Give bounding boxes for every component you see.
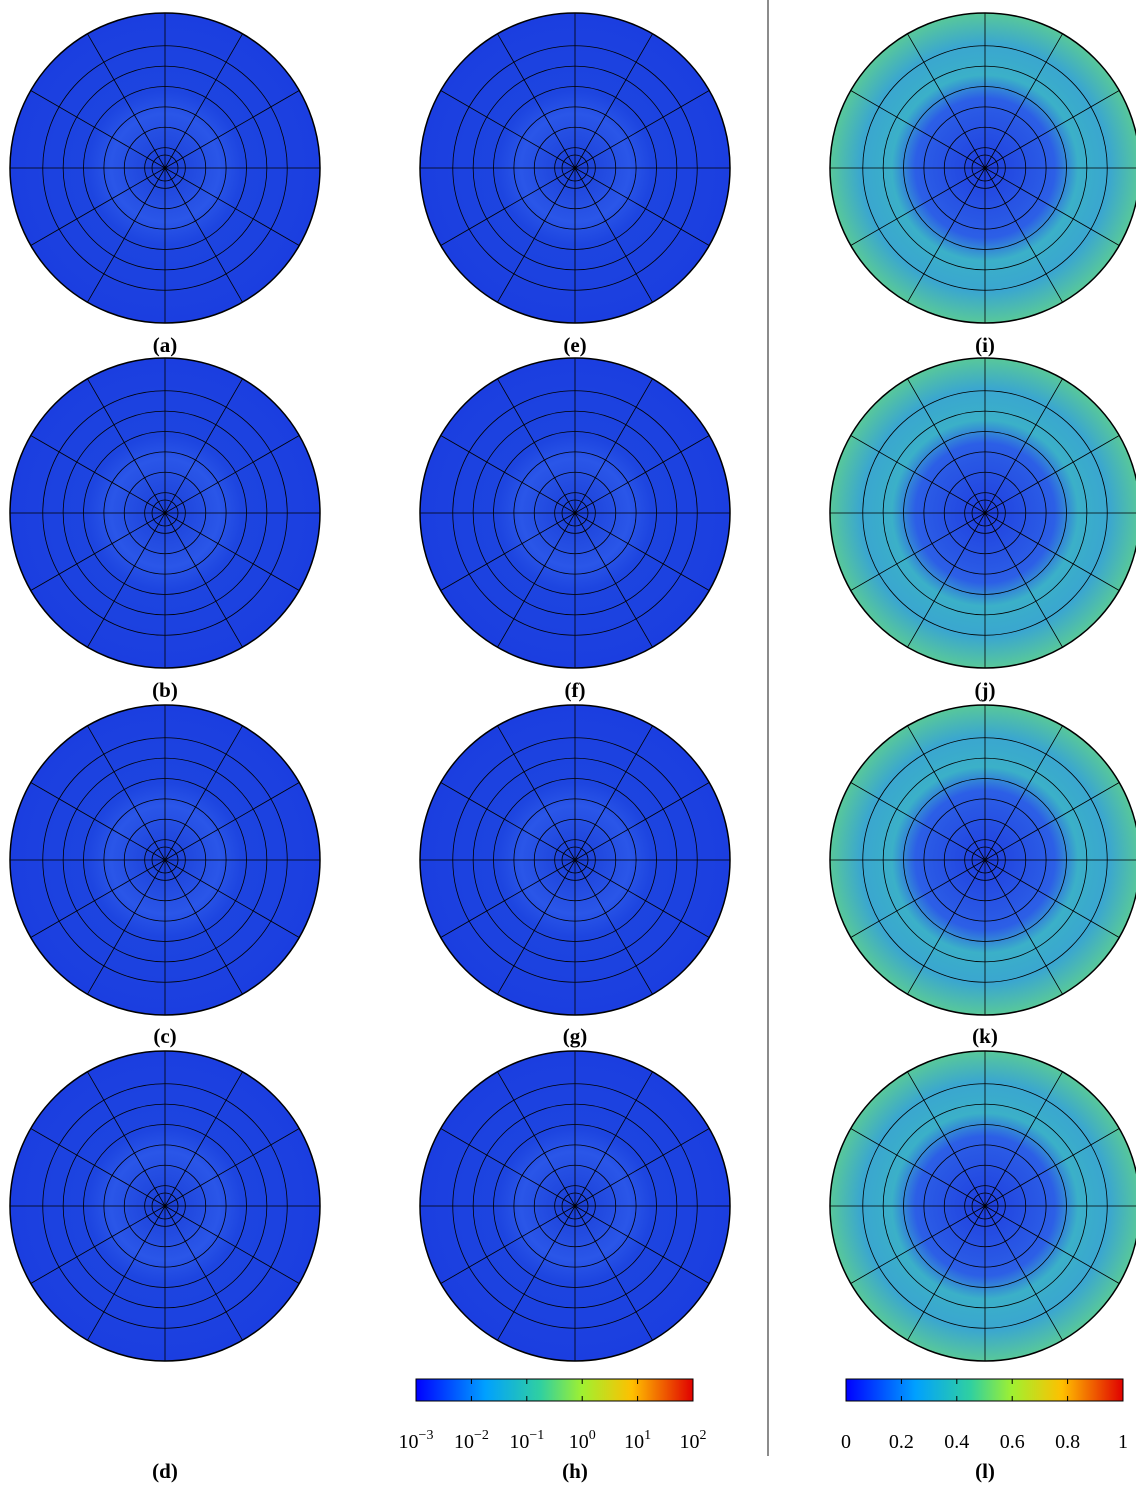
panel-label: (g) [563,1024,588,1048]
colorbar [416,1379,693,1401]
panel-label: (a) [153,333,178,357]
colorbar-tick-label: 1 [1118,1431,1128,1453]
polar-plot [420,13,730,323]
tick-base: 10 [569,1431,589,1453]
panel-label: (f) [565,678,586,702]
tick-base: 10 [680,1431,700,1453]
polar-plot [830,358,1136,668]
panel-label: (e) [563,333,586,357]
polar-plot [10,13,320,323]
tick-base: 10 [399,1431,419,1453]
colorbar-tick-label: 10−1 [509,1428,544,1453]
panel-label: (k) [972,1024,998,1048]
colorbar-tick-label: 100 [569,1428,596,1453]
polar-plot [10,1051,320,1361]
polar-plot [10,705,320,1015]
colorbar-tick-label: 10−2 [454,1428,489,1453]
tick-base: 10 [624,1431,644,1453]
polar-plot [420,705,730,1015]
colorbar-tick-label: 101 [624,1428,651,1453]
colorbar-tick-label: 0.2 [889,1431,914,1453]
panel-label: (b) [152,678,178,702]
polar-plot [420,1051,730,1361]
tick-exponent: −1 [529,1428,544,1443]
figure: (a)(b)(c)(d)(e)(f)(g)(h)(i)(j)(k)(l)10−3… [0,0,1136,1502]
colorbar-tick-label: 0.6 [1000,1431,1025,1453]
tick-exponent: 0 [589,1428,596,1443]
tick-exponent: 2 [700,1428,707,1443]
panel-label: (h) [562,1459,588,1483]
colorbar-tick-label: 0 [841,1431,851,1453]
tick-exponent: 1 [644,1428,651,1443]
colorbar-tick-label: 0.8 [1055,1431,1080,1453]
panel-label: (c) [153,1024,176,1048]
polar-plot [830,1051,1136,1361]
tick-base: 10 [454,1431,474,1453]
polar-plot [830,705,1136,1015]
panel-label: (j) [975,678,996,702]
colorbar-tick-label: 102 [680,1428,707,1453]
polar-plot [830,13,1136,323]
tick-base: 10 [509,1431,529,1453]
colorbar [846,1379,1123,1401]
panel-label: (i) [975,333,995,357]
colorbar-tick-label: 10−3 [399,1428,434,1453]
panel-label: (l) [975,1459,995,1483]
panel-label: (d) [152,1459,178,1483]
tick-exponent: −3 [419,1428,434,1443]
colorbar-tick-label: 0.4 [944,1431,969,1453]
polar-plot [420,358,730,668]
tick-exponent: −2 [474,1428,489,1443]
polar-plot [10,358,320,668]
